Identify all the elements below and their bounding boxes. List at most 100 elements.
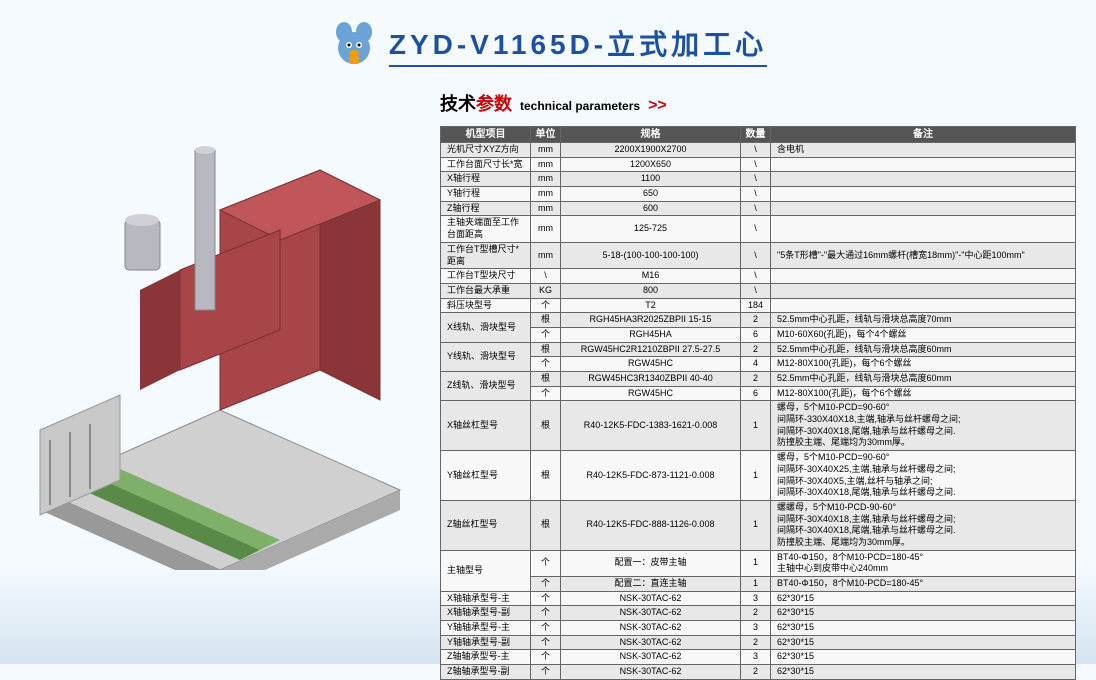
cell-unit: 根: [531, 451, 561, 501]
table-row: 工作台最大承重KG800\: [441, 283, 1076, 298]
th-qty: 数量: [741, 127, 771, 143]
cell-item: 工作台面尺寸长*宽: [441, 157, 531, 172]
cell-note: M10-60X60(孔距)，每个4个螺丝: [771, 327, 1076, 342]
table-row: X轴行程mm1100\: [441, 172, 1076, 187]
table-row: 个RGH45HA6M10-60X60(孔距)，每个4个螺丝: [441, 327, 1076, 342]
table-body: 光机尺寸XYZ方向mm2200X1900X2700\含电机工作台面尺寸长*宽mm…: [441, 143, 1076, 680]
cell-item: 光机尺寸XYZ方向: [441, 143, 531, 158]
cell-qty: \: [741, 283, 771, 298]
cell-spec: R40-12K5-FDC-873-1121-0.008: [561, 451, 741, 501]
cell-unit: mm: [531, 216, 561, 242]
cell-spec: 5-18-(100-100-100-100): [561, 242, 741, 268]
cell-spec: RGH45HA3R2025ZBPII 15-15: [561, 313, 741, 328]
cell-spec: RGW45HC: [561, 386, 741, 401]
cell-item: Y轴轴承型号-副: [441, 635, 531, 650]
cell-unit: 个: [531, 357, 561, 372]
cell-qty: 1: [741, 451, 771, 501]
cell-note: 52.5mm中心孔距，线轨与滑块总高度70mm: [771, 313, 1076, 328]
cell-unit: 个: [531, 635, 561, 650]
cell-qty: \: [741, 242, 771, 268]
cell-note: "5条T形槽"-"最大通过16mm螺杆(槽宽18mm)"-"中心距100mm": [771, 242, 1076, 268]
cell-spec: 800: [561, 283, 741, 298]
table-row: 主轴型号个配置一：皮带主轴1BT40-Φ150，8个M10-PCD=180-45…: [441, 550, 1076, 576]
cell-item: 主轴夹端面至工作台面距高: [441, 216, 531, 242]
cell-unit: mm: [531, 242, 561, 268]
cell-note: 62*30*15: [771, 591, 1076, 606]
cell-note: M12-80X100(孔距)，每个6个螺丝: [771, 386, 1076, 401]
cell-spec: 1200X650: [561, 157, 741, 172]
cell-spec: RGW45HC2R1210ZBPII 27.5-27.5: [561, 342, 741, 357]
table-row: X轴轴承型号-主个NSK-30TAC-62362*30*15: [441, 591, 1076, 606]
right-panel: 技术参数 technical parameters >> 机型项目 单位 规格 …: [420, 90, 1076, 680]
cell-item: 斜压块型号: [441, 298, 531, 313]
table-row: X轴轴承型号-副个NSK-30TAC-62262*30*15: [441, 606, 1076, 621]
table-row: Z轴轴承型号-主个NSK-30TAC-62362*30*15: [441, 650, 1076, 665]
cell-spec: 1100: [561, 172, 741, 187]
table-row: 工作台T型块尺寸\M16\: [441, 269, 1076, 284]
cell-qty: 6: [741, 386, 771, 401]
cell-spec: NSK-30TAC-62: [561, 621, 741, 636]
cell-qty: 2: [741, 635, 771, 650]
cell-qty: 2: [741, 372, 771, 387]
table-row: 斜压块型号个T2184: [441, 298, 1076, 313]
cell-spec: R40-12K5-FDC-1383-1621-0.008: [561, 401, 741, 451]
cell-unit: 根: [531, 313, 561, 328]
cell-spec: 2200X1900X2700: [561, 143, 741, 158]
cell-qty: \: [741, 201, 771, 216]
cell-spec: 配置二：直连主轴: [561, 577, 741, 592]
subtitle-en: technical parameters: [520, 99, 640, 113]
cell-qty: 2: [741, 665, 771, 680]
cell-spec: RGH45HA: [561, 327, 741, 342]
cell-unit: mm: [531, 172, 561, 187]
table-row: Y线轨、滑块型号根RGW45HC2R1210ZBPII 27.5-27.5252…: [441, 342, 1076, 357]
cell-note: 螺母，5个M10-PCD=90-60° 间隔环-330X40X18,主端,轴承与…: [771, 401, 1076, 451]
cell-unit: 个: [531, 327, 561, 342]
cell-note: [771, 216, 1076, 242]
table-row: X线轨、滑块型号根RGH45HA3R2025ZBPII 15-15252.5mm…: [441, 313, 1076, 328]
cell-item: X轴丝杠型号: [441, 401, 531, 451]
cell-note: 62*30*15: [771, 665, 1076, 680]
cell-qty: \: [741, 143, 771, 158]
cell-item: Z轴轴承型号-主: [441, 650, 531, 665]
cell-unit: 个: [531, 386, 561, 401]
cell-qty: 1: [741, 577, 771, 592]
cell-qty: 6: [741, 327, 771, 342]
cell-item: Y轴轴承型号-主: [441, 621, 531, 636]
cell-spec: 600: [561, 201, 741, 216]
cell-qty: 3: [741, 621, 771, 636]
cell-unit: mm: [531, 201, 561, 216]
cell-unit: KG: [531, 283, 561, 298]
cell-note: [771, 157, 1076, 172]
machine-illustration: [20, 90, 420, 570]
cell-item: X轴轴承型号-副: [441, 606, 531, 621]
cell-qty: 3: [741, 650, 771, 665]
cell-note: M12-80X100(孔距)，每个6个螺丝: [771, 357, 1076, 372]
mascot-icon: [329, 20, 379, 70]
cell-item: Y线轨、滑块型号: [441, 342, 531, 371]
table-row: Y轴丝杠型号根R40-12K5-FDC-873-1121-0.0081螺母，5个…: [441, 451, 1076, 501]
cell-item: 主轴型号: [441, 550, 531, 591]
cell-qty: 2: [741, 313, 771, 328]
cell-note: 62*30*15: [771, 650, 1076, 665]
cell-item: Z轴轴承型号-副: [441, 665, 531, 680]
table-row: Y轴轴承型号-主个NSK-30TAC-62362*30*15: [441, 621, 1076, 636]
cell-note: [771, 187, 1076, 202]
cell-unit: 个: [531, 550, 561, 576]
cell-unit: 个: [531, 621, 561, 636]
cell-note: 62*30*15: [771, 635, 1076, 650]
cell-unit: 根: [531, 500, 561, 550]
cell-qty: \: [741, 269, 771, 284]
cell-qty: 1: [741, 500, 771, 550]
cell-qty: 1: [741, 401, 771, 451]
cell-item: 工作台T型槽尺寸*距离: [441, 242, 531, 268]
cell-note: BT40-Φ150，8个M10-PCD=180-45°: [771, 577, 1076, 592]
subtitle: 技术参数 technical parameters >>: [440, 90, 1076, 116]
cell-item: X线轨、滑块型号: [441, 313, 531, 342]
cell-qty: \: [741, 157, 771, 172]
cell-qty: 184: [741, 298, 771, 313]
table-row: 工作台T型槽尺寸*距离mm5-18-(100-100-100-100)\"5条T…: [441, 242, 1076, 268]
cell-note: 62*30*15: [771, 606, 1076, 621]
cell-unit: mm: [531, 143, 561, 158]
cell-spec: 650: [561, 187, 741, 202]
cell-note: 62*30*15: [771, 621, 1076, 636]
